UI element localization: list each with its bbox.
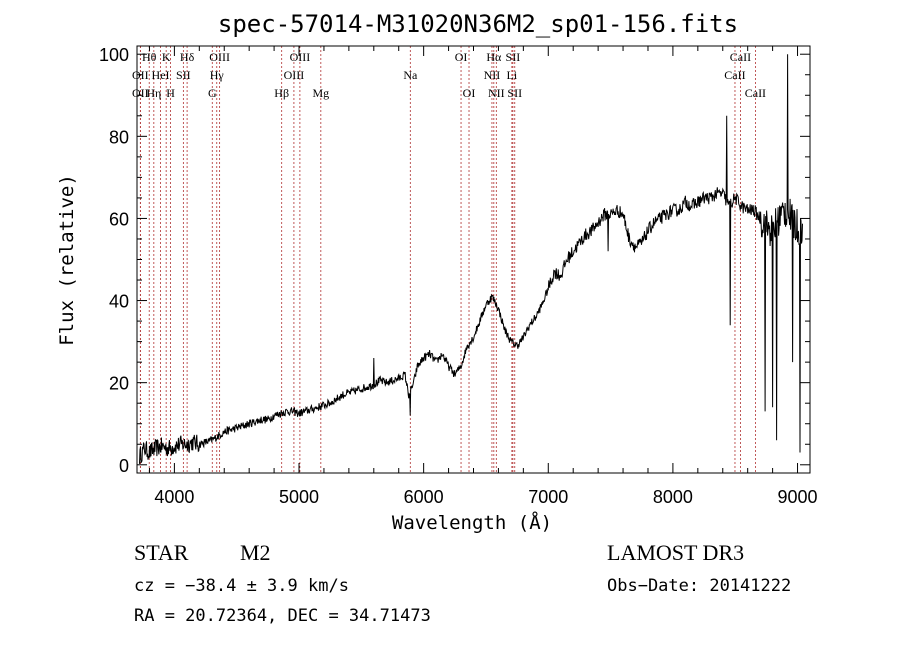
marker-label-9: OIII	[209, 50, 230, 64]
y-tick-label-2: 40	[109, 292, 129, 312]
marker-label-8: Hδ	[180, 50, 195, 64]
y-tick-label-0: 0	[119, 456, 129, 476]
marker-label-5: Hη	[146, 86, 161, 100]
x-tick-label-3: 7000	[528, 487, 568, 507]
marker-label-15: Mg	[312, 86, 329, 100]
marker-label-20: SII	[506, 50, 521, 64]
marker-label-7: H	[166, 86, 175, 100]
plot-frame	[136, 45, 811, 474]
spectrum-line	[139, 54, 803, 464]
y-axis-ticks: 0 20 40 60 80 100	[99, 45, 810, 476]
marker-label-26: CaII	[724, 68, 745, 82]
x-axis-ticks: 4000 5000 6000 7000 8000 9000	[148, 46, 818, 507]
marker-label-0: Hθ	[142, 50, 157, 64]
marker-label-17: OI	[455, 50, 468, 64]
obs-date: Obs−Date: 20141222	[607, 576, 791, 596]
marker-label-23: NII	[488, 86, 505, 100]
marker-label-3: K	[162, 50, 171, 64]
marker-label-6: SII	[176, 68, 191, 82]
emission-line-markers	[139, 46, 756, 473]
marker-label-21: NII	[484, 68, 501, 82]
x-tick-label-4: 8000	[653, 487, 693, 507]
marker-label-13: OIII	[284, 68, 305, 82]
marker-label-22: Li	[507, 68, 518, 82]
marker-label-12: OIII	[290, 50, 311, 64]
marker-label-10: Hγ	[210, 68, 225, 82]
y-axis-label: Flux (relative)	[56, 174, 78, 346]
survey-name: LAMOST DR3	[607, 540, 744, 565]
marker-label-18: OI	[463, 86, 476, 100]
x-tick-label-1: 5000	[279, 487, 319, 507]
coordinates: RA = 20.72364, DEC = 34.71473	[134, 606, 431, 626]
x-tick-label-0: 4000	[154, 487, 194, 507]
marker-label-4: HeI	[152, 68, 170, 82]
marker-label-19: Hα	[486, 50, 502, 64]
marker-label-24: SII	[507, 86, 522, 100]
x-tick-label-5: 9000	[778, 487, 818, 507]
chart-title: spec-57014-M31020N36M2_sp01-156.fits	[218, 10, 738, 38]
x-tick-label-2: 6000	[404, 487, 444, 507]
cz-value: cz = −38.4 ± 3.9 km/s	[134, 576, 349, 596]
y-tick-label-1: 20	[109, 374, 129, 394]
marker-label-25: CaII	[730, 50, 751, 64]
x-axis-label: Wavelength (Å)	[392, 511, 552, 534]
marker-label-2: OII	[132, 86, 149, 100]
y-tick-label-4: 80	[109, 127, 129, 147]
marker-label-11: G	[208, 86, 217, 100]
marker-label-16: Na	[403, 68, 418, 82]
marker-label-14: Hβ	[274, 86, 289, 100]
object-subclass: M2	[240, 540, 271, 565]
y-tick-label-3: 60	[109, 209, 129, 229]
marker-label-27: CaII	[745, 86, 766, 100]
y-tick-label-5: 100	[99, 45, 129, 65]
object-class: STAR	[134, 540, 189, 565]
